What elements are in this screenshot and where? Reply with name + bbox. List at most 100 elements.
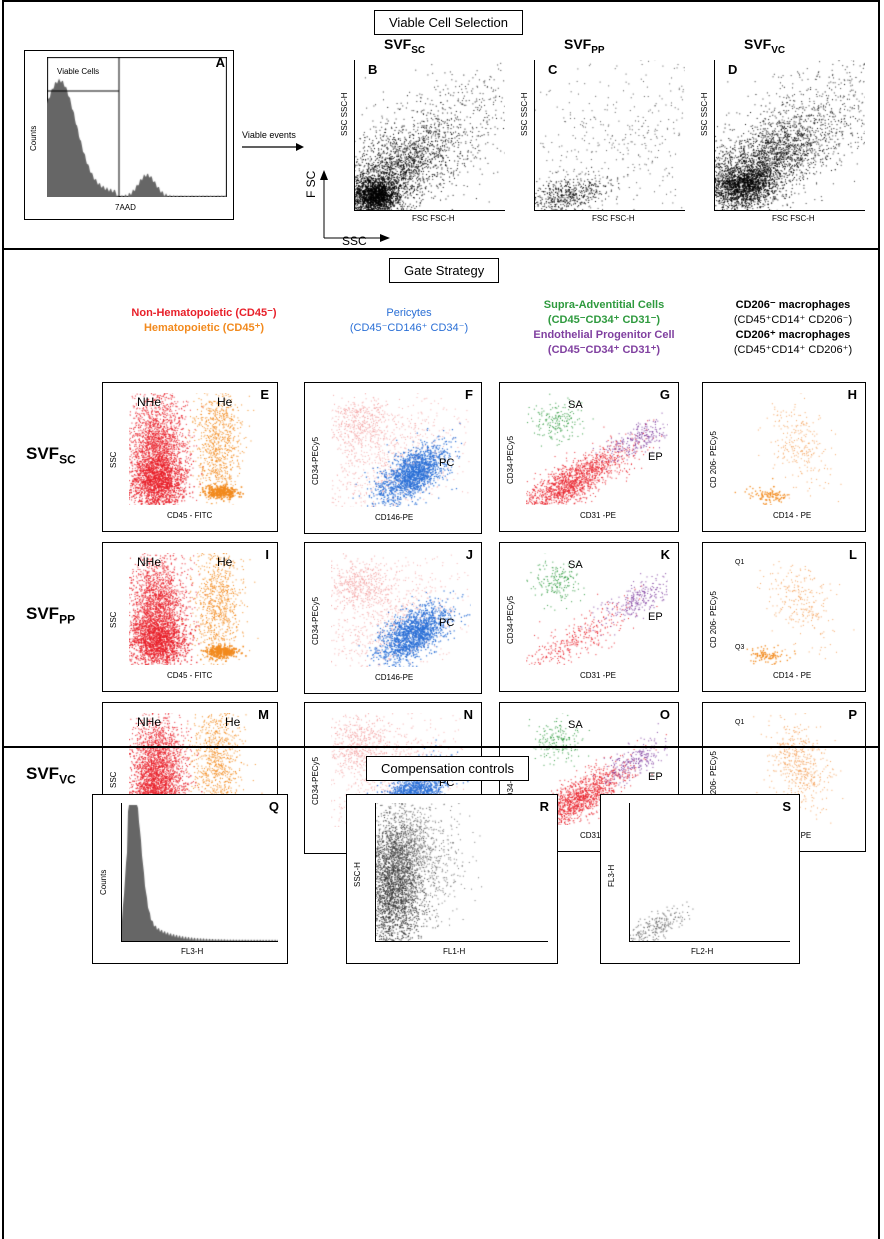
gate-label-nhe: NHe [137, 395, 162, 409]
y-axis-label: SSC SSC-H [340, 92, 349, 136]
scatter-plot [714, 60, 865, 211]
panel-letter: I [265, 547, 269, 562]
x-axis-label: CD45 - FITC [167, 511, 213, 520]
quadrant-label-q1: Q1 [735, 559, 745, 566]
scatter-plot [534, 60, 685, 211]
header-macneg-text: CD206⁻ macrophages [735, 299, 851, 311]
x-axis-label: FSC FSC-H [772, 214, 815, 223]
gate-label-sa: SA [568, 559, 583, 571]
scatter-plot [129, 393, 267, 505]
x-axis-label: FL1-H [443, 947, 466, 956]
gate-label-he: He [217, 555, 233, 569]
comp-section: Compensation controls QFL3-HCountsRFL1-H… [2, 746, 880, 1239]
scatter-title-sub: PP [591, 44, 605, 56]
header-hematopoietic: Non-Hematopoietic (CD45⁻) Hematopoietic … [104, 306, 304, 336]
y-axis-label: CD34-PECy5 [506, 435, 515, 484]
row-label-main: SVF [26, 604, 60, 623]
scatter-title-b: SVFSC [384, 36, 425, 56]
panel-letter: B [368, 62, 378, 77]
gate-label-pc: PC [439, 617, 455, 630]
gate-section: Gate Strategy Non-Hematopoietic (CD45⁻) … [2, 248, 880, 854]
y-axis-label: SSC-H [353, 862, 362, 887]
panel-letter: C [548, 62, 558, 77]
histogram-7aad [47, 57, 227, 197]
y-axis-label: CD34-PECy5 [506, 595, 515, 644]
header-endo-markers: (CD45⁻CD34⁺ CD31⁺) [547, 343, 661, 356]
y-axis-label: SSC SSC-H [520, 92, 529, 136]
scatter-plot [526, 553, 668, 665]
scatter-title-main: SVF [744, 36, 772, 52]
panel-b-scatter: B FSC FSC-H SSC SSC-H [334, 56, 506, 226]
panel-a-histogram: Viable Cells A 7AAD Counts [24, 50, 234, 220]
section-title-comp: Compensation controls [366, 756, 529, 781]
scatter-title-main: SVF [564, 36, 592, 52]
panel-letter: A [215, 55, 225, 70]
x-axis-label: FSC FSC-H [592, 214, 635, 223]
row-label-main: SVF [26, 764, 60, 783]
scatter-plot [729, 553, 855, 665]
viable-section: Viable Cell Selection Viable Cells A 7AA… [2, 0, 880, 250]
scatter-plot [331, 393, 471, 507]
gate-label-ep: EP [648, 610, 663, 623]
x-axis-label: CD31 -PE [580, 831, 617, 840]
header-supra-markers: (CD45⁻CD34⁺ CD31⁻) [547, 313, 661, 326]
panel-i: I NHe He CD45 - FITC SSC [102, 542, 278, 692]
row-label-pp: SVFPP [26, 604, 75, 626]
header-nonhematopoietic-text: Non-Hematopoietic (CD45⁻) [131, 307, 277, 319]
gate-label-sa: SA [568, 399, 583, 411]
header-macneg-markers: (CD45⁺CD14⁺ CD206⁻) [733, 313, 853, 326]
axis-indicator-fsc: F SC [304, 170, 318, 198]
gate-label-nhe: NHe [137, 715, 162, 729]
panel-c-scatter: C FSC FSC-H SSC SSC-H [514, 56, 686, 226]
header-pericytes: Pericytes (CD45⁻CD146⁺ CD34⁻) [324, 306, 494, 336]
header-supra-endo: Supra-Adventitial Cells (CD45⁻CD34⁺ CD31… [504, 298, 704, 357]
gate-label-ep: EP [648, 450, 663, 463]
header-hematopoietic-text: Hematopoietic (CD45⁺) [143, 321, 265, 334]
gate-label-nhe: NHe [137, 555, 162, 569]
gate-label-sa: SA [568, 719, 583, 731]
header-pericytes-text: Pericytes [386, 307, 432, 319]
y-axis-label: SSC [109, 611, 118, 628]
row-label-sub: SC [59, 452, 76, 467]
x-axis-label: CD45 - FITC [167, 671, 213, 680]
y-axis-label: Counts [99, 869, 108, 895]
gate-label-ep: EP [648, 770, 663, 783]
row-label-sub: VC [59, 772, 76, 787]
row-label-main: SVF [26, 444, 60, 463]
x-axis-label: 7AAD [115, 203, 136, 212]
header-supra-text: Supra-Adventitial Cells [543, 299, 665, 311]
scatter-title-c: SVFPP [564, 36, 605, 56]
connector-arrows [242, 143, 390, 242]
y-axis-label: CD 206- PECy5 [709, 431, 718, 488]
y-axis-label: CD 206- PECy5 [709, 591, 718, 648]
x-axis-label: FL3-H [181, 947, 204, 956]
scatter-plot [526, 393, 668, 505]
panel-letter: D [728, 62, 738, 77]
gate-label-pc: PC [439, 457, 455, 470]
row-label-sub: PP [59, 612, 76, 627]
x-axis-label: CD146-PE [375, 673, 414, 682]
scatter-plot [629, 803, 790, 942]
y-axis-label: CD34-PECy5 [311, 596, 320, 645]
scatter-plot [375, 803, 548, 942]
histogram-fl3 [121, 803, 278, 942]
viable-events-label: Viable events [242, 130, 296, 140]
scatter-title-main: SVF [384, 36, 412, 52]
scatter-title-d: SVFVC [744, 36, 785, 56]
y-axis-label: SSC [109, 451, 118, 468]
x-axis-label: CD31 -PE [580, 671, 617, 680]
header-macrophages: CD206⁻ macrophages (CD45⁺CD14⁺ CD206⁻) C… [708, 298, 878, 357]
y-axis-label: SSC SSC-H [700, 92, 709, 136]
section-title-gate: Gate Strategy [389, 258, 500, 283]
scatter-plot [331, 553, 471, 667]
scatter-plot [129, 553, 267, 665]
